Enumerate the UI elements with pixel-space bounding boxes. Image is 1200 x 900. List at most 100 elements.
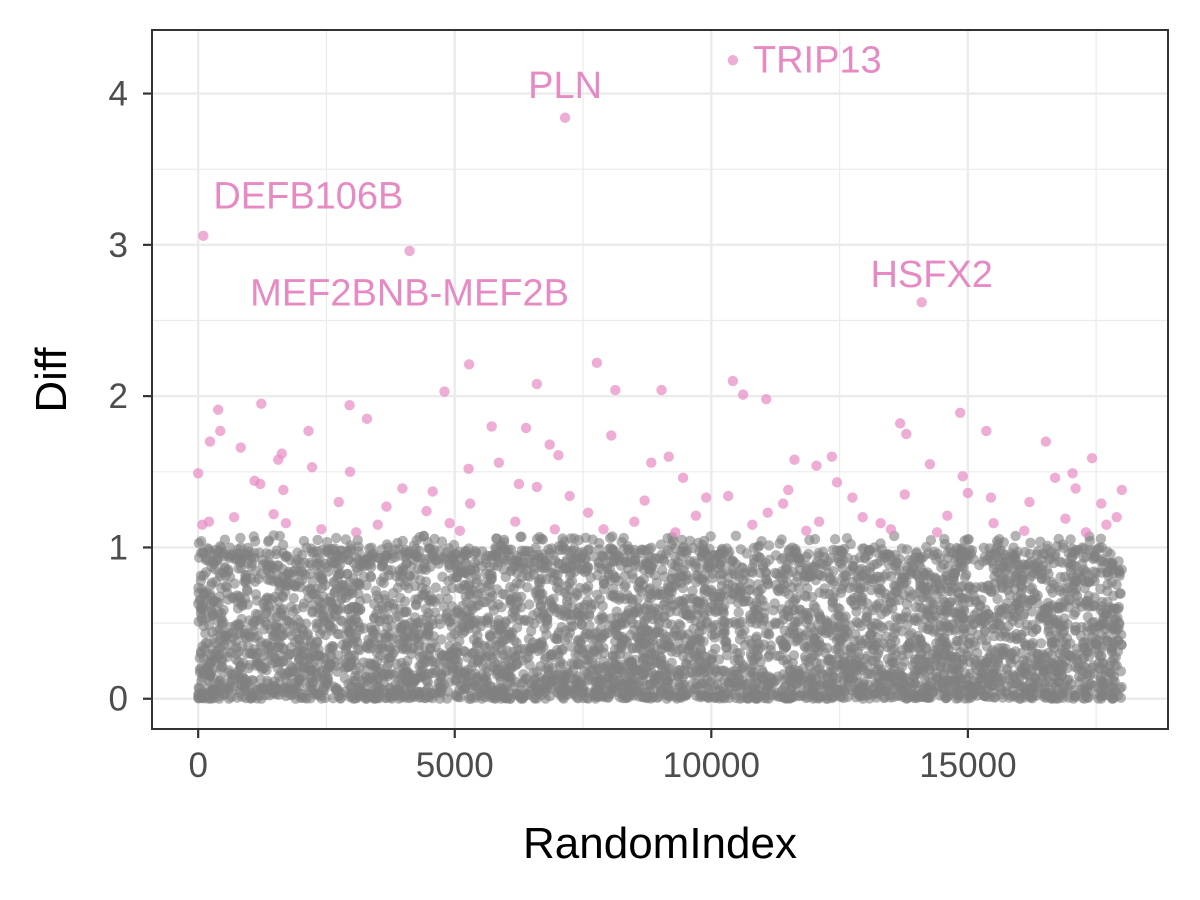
background-point (735, 544, 746, 555)
background-point (666, 539, 677, 551)
background-point (458, 683, 469, 695)
background-point (950, 608, 962, 619)
background-point (666, 619, 677, 630)
background-point (1053, 623, 1065, 634)
background-point (1059, 571, 1071, 582)
background-point (791, 576, 802, 588)
background-point (298, 641, 309, 653)
background-point (583, 581, 594, 592)
background-point (1069, 547, 1080, 558)
background-point (431, 667, 442, 678)
background-point (752, 651, 763, 662)
background-point (591, 663, 603, 674)
background-point (246, 675, 258, 686)
background-point (764, 629, 775, 640)
background-point (612, 686, 623, 697)
background-point (582, 668, 593, 679)
background-point (246, 561, 257, 572)
background-point (237, 675, 248, 686)
background-point (681, 570, 693, 581)
background-point (557, 692, 568, 703)
background-point (746, 638, 757, 650)
background-point (846, 595, 858, 606)
background-point (684, 640, 696, 652)
background-point (725, 667, 736, 678)
background-point (1012, 567, 1024, 578)
background-point (358, 657, 369, 668)
background-point (685, 610, 697, 621)
background-point (466, 600, 477, 611)
background-point (968, 637, 979, 648)
background-point (194, 652, 205, 664)
background-point (740, 569, 751, 581)
background-point (576, 619, 587, 630)
background-point (441, 613, 453, 624)
background-point (770, 617, 781, 628)
background-point (1097, 563, 1108, 574)
background-point (497, 588, 508, 600)
background-point (731, 692, 742, 704)
background-point (828, 592, 839, 604)
background-point (392, 537, 403, 549)
background-point (288, 593, 299, 604)
background-point (848, 643, 859, 654)
background-point (765, 640, 776, 651)
background-point (837, 627, 848, 638)
background-point (423, 624, 434, 636)
background-point (461, 671, 472, 682)
background-point (454, 554, 466, 566)
background-point (1021, 656, 1033, 667)
background-point (699, 544, 710, 556)
background-point (677, 582, 689, 594)
background-point (564, 570, 576, 581)
background-point (697, 575, 708, 586)
background-point (1033, 545, 1044, 557)
background-point (1039, 603, 1050, 614)
background-point (350, 614, 362, 625)
background-point (498, 537, 510, 548)
background-point (662, 681, 673, 693)
background-point (847, 561, 858, 572)
background-point (312, 534, 323, 546)
background-point (1067, 560, 1078, 571)
background-point (451, 675, 462, 687)
background-point (828, 566, 839, 577)
background-point (568, 659, 579, 670)
background-point (804, 534, 815, 546)
background-point (400, 544, 411, 556)
background-point (780, 642, 791, 653)
background-point (269, 681, 280, 692)
background-point (485, 586, 496, 598)
background-point (213, 597, 224, 609)
background-point (516, 545, 528, 556)
background-point (1047, 639, 1058, 651)
background-point (881, 593, 892, 604)
background-point (351, 603, 362, 615)
background-point (326, 596, 337, 608)
background-point (524, 599, 535, 610)
background-point (481, 651, 492, 662)
background-point (216, 674, 227, 685)
background-point (942, 621, 953, 632)
background-point (434, 618, 446, 630)
background-point (526, 678, 537, 689)
background-point (1078, 543, 1090, 554)
background-point (340, 534, 351, 545)
background-point (286, 630, 298, 641)
background-point (904, 637, 916, 648)
background-point (422, 676, 433, 688)
background-point (410, 673, 421, 685)
background-point (769, 598, 780, 609)
background-point (687, 585, 698, 597)
background-point (676, 534, 687, 545)
background-point (691, 596, 702, 607)
background-point (1051, 541, 1063, 552)
background-point (383, 658, 394, 669)
background-point (948, 582, 959, 594)
background-point (949, 623, 961, 634)
background-point (603, 671, 614, 682)
background-point (931, 638, 942, 649)
background-point (594, 643, 605, 654)
background-point (454, 635, 465, 647)
background-point (1005, 632, 1016, 644)
